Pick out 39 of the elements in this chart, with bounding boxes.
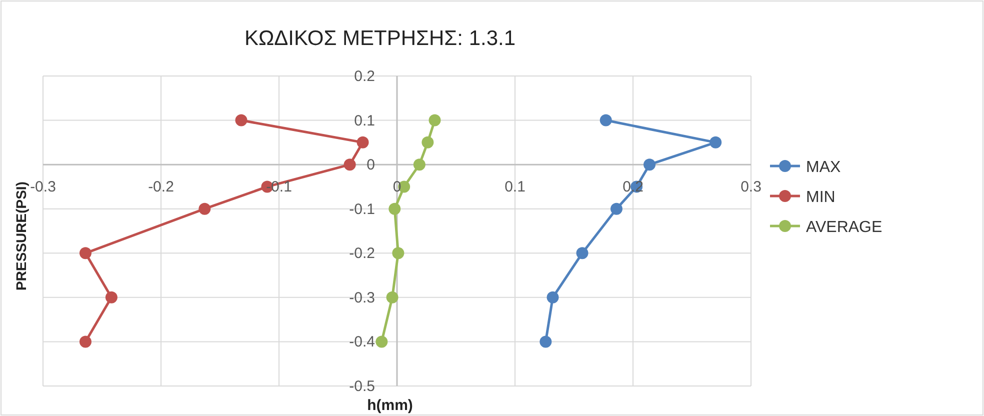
y-axis-title: PRESSURE(PSI) (13, 182, 29, 290)
point (386, 291, 398, 304)
point (600, 114, 612, 126)
x-tick-label: -0.2 (148, 178, 174, 196)
point (235, 114, 248, 126)
legend-label: MIN (806, 189, 836, 206)
legend-label: MAX (806, 159, 841, 176)
point (546, 291, 559, 304)
point (610, 202, 622, 215)
point (428, 114, 441, 126)
x-tick-label: 0.3 (740, 178, 762, 196)
point (644, 158, 656, 171)
y-tick-label: 0 (366, 156, 375, 174)
point (79, 247, 92, 260)
y-tick-label: 0.2 (354, 68, 375, 85)
y-tick-label: 0.1 (354, 112, 375, 130)
point (198, 202, 211, 215)
point (576, 247, 588, 260)
point (356, 136, 369, 148)
y-tick-label: -0.5 (349, 378, 375, 395)
y-tick-label: -0.2 (349, 245, 375, 262)
y-tick-label: -0.3 (349, 289, 375, 306)
legend-label: AVERAGE (806, 219, 882, 236)
point (376, 336, 388, 348)
point (79, 336, 92, 348)
point (344, 158, 356, 171)
point (540, 336, 552, 348)
point (710, 136, 722, 148)
x-axis-title: h(mm) (367, 397, 413, 414)
x-tick-label: -0.3 (30, 178, 56, 196)
point (422, 136, 434, 148)
point (105, 291, 118, 304)
point (392, 247, 404, 260)
point (388, 202, 401, 215)
y-tick-label: -0.1 (349, 200, 375, 218)
y-tick-label: -0.4 (349, 334, 375, 351)
chart-title: ΚΩΔΙΚΟΣ ΜΕΤΡΗΣΗΣ: 1.3.1 (244, 27, 516, 50)
x-tick-label: 0.1 (504, 178, 526, 196)
point (413, 158, 426, 171)
